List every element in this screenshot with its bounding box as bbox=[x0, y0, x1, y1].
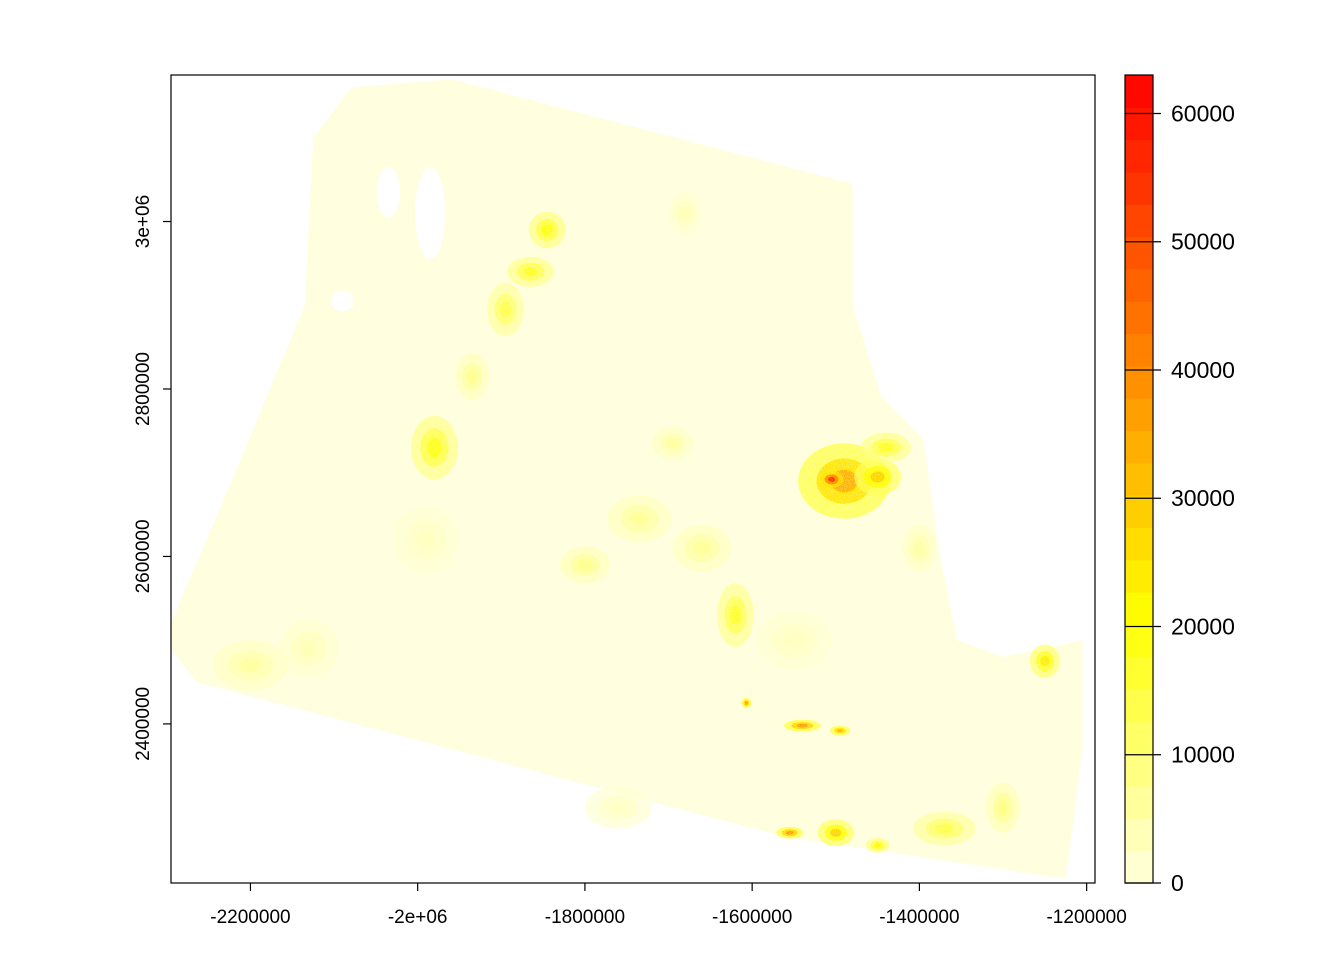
colorbar-swatch bbox=[1125, 398, 1153, 432]
hotspot-28 bbox=[756, 610, 832, 670]
x-axis: -2200000 -2e+06 -1800000 -1600000 -1400000 -1… bbox=[210, 883, 1127, 928]
colorbar-swatch bbox=[1125, 721, 1153, 755]
x-tick-label: -1600000 bbox=[712, 907, 792, 928]
hotspot-20 bbox=[672, 524, 732, 572]
x-tick-label: -2e+06 bbox=[388, 907, 448, 928]
colorbar-tick-label: 20000 bbox=[1171, 613, 1235, 639]
hotspot-5 bbox=[507, 256, 554, 287]
hotspot-17 bbox=[912, 811, 977, 846]
colorbar-swatch bbox=[1125, 850, 1153, 884]
colorbar-swatch bbox=[1125, 559, 1153, 593]
colorbar-swatch bbox=[1125, 753, 1153, 787]
colorbar-swatch bbox=[1125, 527, 1153, 561]
colorbar-tick-label: 60000 bbox=[1171, 100, 1235, 126]
y-tick-label: 2800000 bbox=[133, 352, 154, 426]
void-0 bbox=[415, 167, 446, 260]
hotspot-11 bbox=[829, 725, 850, 736]
hotspot-18 bbox=[986, 782, 1020, 833]
water-void-layer bbox=[330, 167, 446, 312]
colorbar-tick-label: 30000 bbox=[1171, 485, 1235, 511]
x-tick-label: -2200000 bbox=[210, 907, 290, 928]
y-tick-label: 2600000 bbox=[133, 519, 154, 593]
colorbar-swatch bbox=[1125, 139, 1153, 173]
void-2 bbox=[330, 291, 355, 312]
colorbar-swatch bbox=[1125, 624, 1153, 658]
hotspot-15 bbox=[817, 819, 855, 847]
colorbar-legend: 0 10000 20000 30000 40000 50000 60000 bbox=[1124, 74, 1235, 896]
hotspot-6 bbox=[487, 282, 524, 337]
hotspot-3 bbox=[860, 432, 912, 463]
hotspot-16 bbox=[865, 837, 890, 853]
hotspot-24 bbox=[902, 524, 937, 572]
hotspot-26 bbox=[279, 619, 339, 678]
hotspot-10 bbox=[783, 719, 821, 732]
hotspot-7 bbox=[455, 352, 489, 400]
hotspot-22 bbox=[651, 426, 694, 461]
colorbar-swatch bbox=[1125, 204, 1153, 238]
colorbar-swatch bbox=[1125, 818, 1153, 852]
raster-region bbox=[171, 79, 1083, 879]
void-1 bbox=[376, 167, 401, 218]
hotspot-23 bbox=[668, 192, 702, 235]
x-tick-label: -1200000 bbox=[1046, 907, 1126, 928]
hotspot-1 bbox=[819, 471, 844, 488]
hotspot-4 bbox=[528, 211, 566, 249]
colorbar-tick-label: 10000 bbox=[1171, 742, 1235, 768]
hotspot-2 bbox=[854, 458, 902, 496]
hotspot-12 bbox=[741, 697, 752, 709]
plot-frame bbox=[170, 74, 1096, 884]
colorbar-swatch bbox=[1125, 430, 1153, 464]
x-tick-label: -1400000 bbox=[879, 907, 959, 928]
colorbar-tick-label: 50000 bbox=[1171, 229, 1235, 255]
hotspot-8 bbox=[410, 415, 458, 480]
colorbar-swatch bbox=[1125, 107, 1153, 141]
colorbar-swatch bbox=[1125, 301, 1153, 335]
y-axis: 2400000 2600000 2800000 3e+06 bbox=[133, 195, 171, 761]
colorbar-swatch bbox=[1125, 689, 1153, 722]
colorbar-swatch bbox=[1125, 656, 1153, 690]
colorbar-swatch bbox=[1125, 495, 1153, 528]
colorbar-tick-label: 0 bbox=[1171, 870, 1184, 896]
colorbar-swatch bbox=[1125, 75, 1153, 108]
colorbar-swatch bbox=[1125, 592, 1153, 625]
x-tick-label: -1800000 bbox=[545, 907, 625, 928]
hotspot-13 bbox=[1029, 644, 1060, 678]
y-tick-label: 3e+06 bbox=[133, 195, 154, 248]
hotspot-14 bbox=[776, 826, 804, 839]
colorbar-swatch bbox=[1125, 365, 1153, 399]
hotspot-25 bbox=[212, 640, 289, 691]
hotspot-19 bbox=[607, 495, 672, 543]
hotspot-27 bbox=[584, 786, 652, 829]
colorbar-swatch bbox=[1125, 333, 1153, 367]
hotspot-21 bbox=[559, 546, 611, 584]
y-tick-label: 2400000 bbox=[133, 687, 154, 761]
hotspot-29 bbox=[392, 506, 460, 574]
map-layer bbox=[171, 79, 1083, 879]
hotspot-9 bbox=[717, 583, 754, 647]
colorbar-swatch bbox=[1125, 268, 1153, 302]
colorbar-swatch bbox=[1125, 171, 1153, 205]
colorbar-swatch bbox=[1125, 786, 1153, 819]
hotspot-layer bbox=[212, 192, 1060, 853]
colorbar-swatch bbox=[1125, 462, 1153, 496]
colorbar-tick-label: 40000 bbox=[1171, 357, 1235, 383]
